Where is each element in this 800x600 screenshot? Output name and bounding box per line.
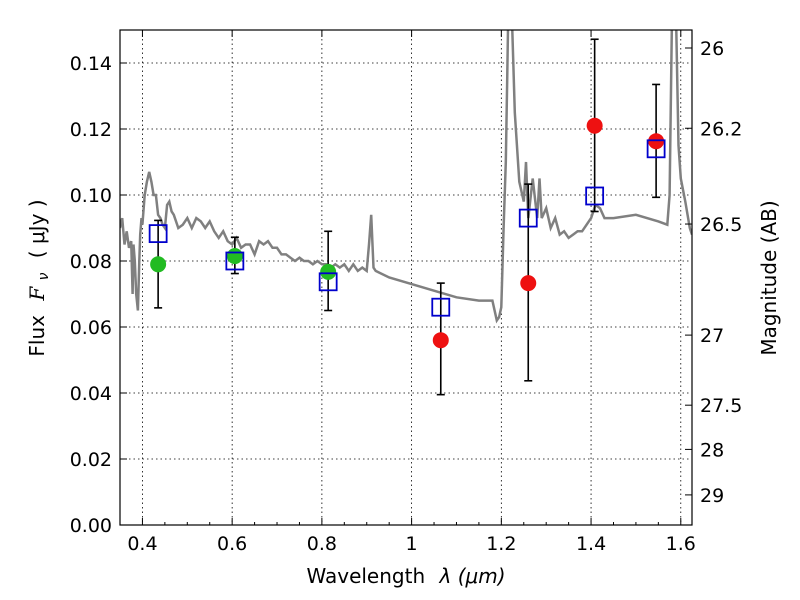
grid-lines [120,30,692,526]
model-spectrum [120,30,692,324]
x-tick-label: 1.6 [666,533,696,555]
model-point [518,208,538,228]
y2-tick-label: 27 [700,325,724,347]
model-point [431,297,451,317]
y-tick-label: 0.04 [70,383,112,405]
x-tick-label: 1 [406,533,418,555]
x-tick-label: 1.2 [486,533,516,555]
y-tick-label: 0.02 [70,449,112,471]
y-tick-label: 0.12 [70,119,112,141]
y2-tick-label: 26 [700,38,724,60]
y-tick-label: 0.00 [70,515,112,537]
error-bars [154,38,661,396]
x-axis-label: Wavelength λ (μm) [306,564,505,588]
y2-tick-label: 27.5 [700,395,742,417]
data-markers [148,117,666,349]
model-point [225,251,245,271]
y2-tick-label: 28 [700,439,724,461]
spectrum-line [120,30,692,324]
data-point [520,275,537,292]
x-tick-label: 0.6 [217,533,247,555]
y-tick-label: 0.14 [70,53,112,75]
model-point [318,272,338,292]
data-point [226,248,243,265]
x-tick-label: 0.8 [307,533,337,555]
data-point [586,117,603,134]
y2-axis-label: Magnitude (AB) [757,200,781,355]
y2-tick-label: 26.5 [700,214,742,236]
x-tick-label: 1.4 [576,533,606,555]
plot-frame [119,29,693,526]
axis-ticks: 0.4 0.6 0.8 1 1.2 1.4 1.6 0.00 0.02 0.04 0.06 0.08 0… [70,30,742,555]
y-tick-label: 0.08 [70,251,112,273]
data-point [648,133,665,150]
data-point [150,256,167,273]
y2-tick-label: 29 [700,485,724,507]
y-axis-label: Flux F ν ( μJy ) [25,199,53,356]
y-tick-label: 0.10 [70,185,112,207]
data-point [320,263,337,280]
model-point [646,139,666,159]
model-point [585,186,605,206]
y2-tick-label: 26.2 [700,118,742,140]
x-tick-label: 0.4 [127,533,157,555]
model-point [148,224,168,244]
data-point [432,332,449,349]
y-tick-label: 0.06 [70,317,112,339]
